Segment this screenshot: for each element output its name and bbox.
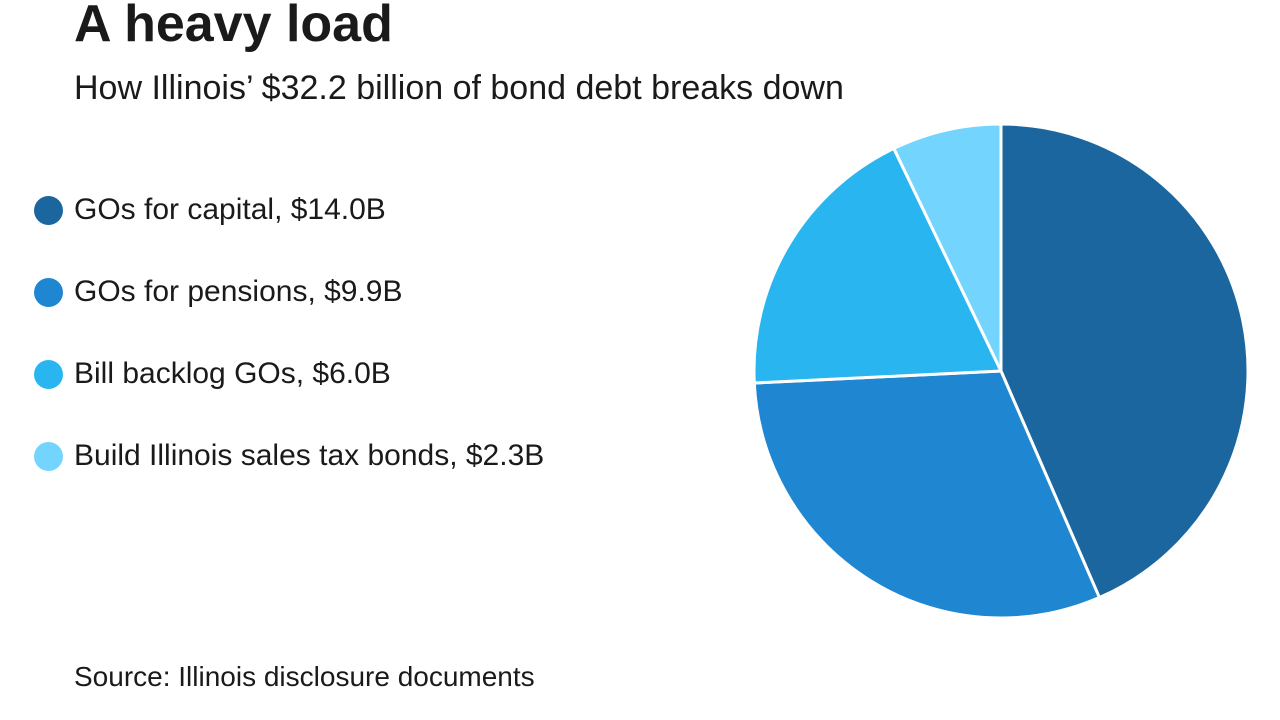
pie-slices — [752, 122, 1250, 620]
legend-label-capital: GOs for capital, $14.0B — [74, 193, 386, 226]
legend: GOs for capital, $14.0B GOs for pensions… — [34, 189, 544, 517]
legend-label-backlog: Bill backlog GOs, $6.0B — [74, 357, 391, 390]
legend-swatch-build-illinois — [34, 441, 63, 471]
legend-swatch-pensions — [34, 277, 63, 307]
legend-item-capital: GOs for capital, $14.0B — [34, 189, 544, 231]
pie-slice-pensions — [752, 369, 1101, 620]
pie-slice-backlog — [752, 146, 1003, 385]
pie-chart — [752, 122, 1250, 620]
source-note: Source: Illinois disclosure documents — [74, 661, 535, 692]
legend-label-pensions: GOs for pensions, $9.9B — [74, 275, 403, 308]
legend-item-pensions: GOs for pensions, $9.9B — [34, 271, 544, 313]
legend-swatch-capital — [34, 195, 63, 225]
pie-slice-capital — [999, 122, 1250, 600]
legend-swatch-backlog — [34, 359, 63, 389]
legend-item-build-illinois: Build Illinois sales tax bonds, $2.3B — [34, 435, 544, 477]
pie-slice-build-illinois — [892, 122, 1003, 373]
chart-subtitle: How Illinois’ $32.2 billion of bond debt… — [74, 69, 844, 107]
legend-item-backlog: Bill backlog GOs, $6.0B — [34, 353, 544, 395]
chart-title: A heavy load — [74, 0, 393, 53]
legend-label-build-illinois: Build Illinois sales tax bonds, $2.3B — [74, 439, 545, 472]
